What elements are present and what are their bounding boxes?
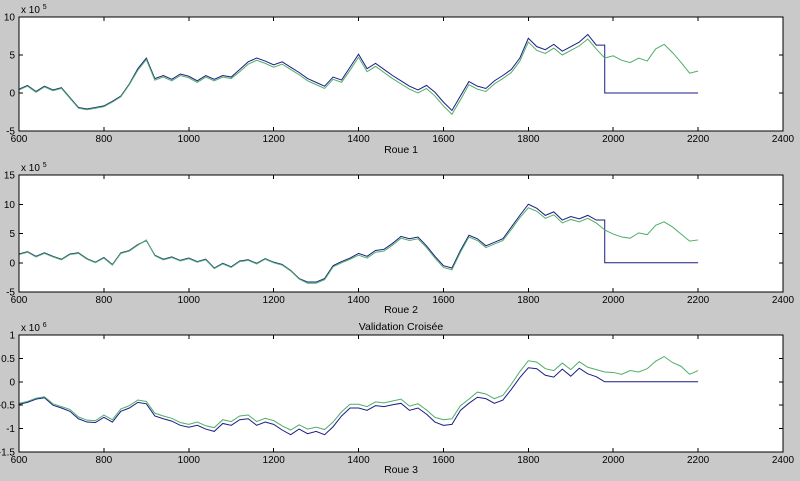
- x-tick-label: 600: [11, 455, 28, 466]
- x-tick-label: 2200: [687, 295, 710, 306]
- y-tick-label: 5: [9, 229, 15, 240]
- x-tick-label: 2200: [687, 455, 710, 466]
- y-tick-label: 10: [4, 13, 16, 24]
- x-tick-label: 1200: [263, 295, 286, 306]
- y-tick-label: 0: [9, 258, 15, 269]
- x-tick-label: 2000: [602, 455, 625, 466]
- y-tick-label: 1: [9, 331, 15, 342]
- series-line-model-output: [18, 367, 699, 436]
- x-tick-label: 2000: [602, 134, 625, 145]
- y-tick-label: -0.5: [0, 401, 15, 412]
- y-tick-label: 10: [4, 200, 16, 211]
- y-tick-label: 15: [4, 171, 16, 182]
- x-tick-label: 800: [96, 455, 113, 466]
- xlabel-roue-1: Roue 1: [384, 144, 418, 156]
- series-line-validation-output: [18, 355, 699, 431]
- axes-box: [18, 334, 784, 453]
- subplot-2-plot-area: [19, 175, 783, 292]
- x-tick-label: 800: [96, 134, 113, 145]
- x-tick-label: 1000: [178, 455, 201, 466]
- series-line-model-output: [18, 33, 699, 112]
- y-tick-label: -1.5: [0, 448, 15, 459]
- x-tick-label: 1000: [178, 134, 201, 145]
- x-tick-label: 2200: [687, 134, 710, 145]
- x-tick-label: 2000: [602, 295, 625, 306]
- x-tick-label: 2400: [772, 455, 795, 466]
- x-tick-label: 1400: [347, 134, 370, 145]
- x-tick-label: 1800: [517, 455, 540, 466]
- x-tick-label: 2400: [772, 295, 795, 306]
- x-tick-label: 1000: [178, 295, 201, 306]
- x-tick-label: 1200: [263, 455, 286, 466]
- y-axis-exponent-label: x 10 5: [21, 4, 47, 16]
- subplot-title: Validation Croisée: [359, 321, 444, 333]
- subplot-3-plot-area: [19, 335, 783, 452]
- y-tick-label: -1: [6, 424, 15, 435]
- y-tick-label: 5: [9, 51, 15, 62]
- x-tick-label: 1800: [517, 134, 540, 145]
- x-tick-label: 1600: [432, 455, 455, 466]
- x-tick-label: 1600: [432, 134, 455, 145]
- x-tick-label: 2400: [772, 134, 795, 145]
- subplot-1-plot-area: [19, 17, 783, 131]
- series-line-validation-output: [18, 207, 699, 284]
- y-tick-label: -5: [6, 127, 15, 138]
- x-tick-label: 1800: [517, 295, 540, 306]
- x-tick-label: 800: [96, 295, 113, 306]
- y-tick-label: 0.5: [1, 354, 15, 365]
- y-tick-label: -5: [6, 288, 15, 299]
- x-tick-label: 1400: [347, 455, 370, 466]
- x-tick-label: 1600: [432, 295, 455, 306]
- x-tick-label: 1200: [263, 134, 286, 145]
- y-tick-label: 0: [9, 377, 15, 388]
- xlabel-roue-2: Roue 2: [384, 304, 418, 316]
- series-line-validation-output: [18, 38, 699, 116]
- y-axis-exponent-label: x 10 6: [21, 322, 47, 334]
- x-tick-label: 1400: [347, 295, 370, 306]
- x-tick-label: 600: [11, 295, 28, 306]
- y-tick-label: 0: [9, 89, 15, 100]
- y-axis-exponent-label: x 10 5: [21, 162, 47, 174]
- xlabel-roue-3: Roue 3: [384, 464, 418, 476]
- x-tick-label: 600: [11, 134, 28, 145]
- axes-box: [18, 16, 784, 132]
